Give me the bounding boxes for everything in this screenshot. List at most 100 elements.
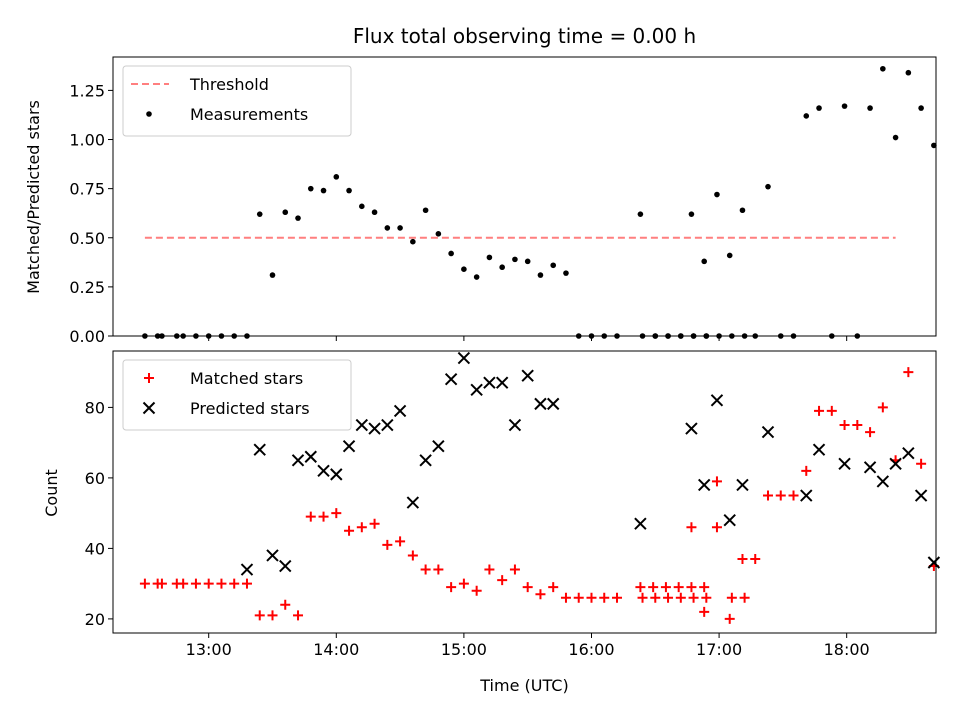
measurement-point: [371, 209, 378, 216]
legend-measurement-swatch: [146, 111, 152, 117]
matched-star-point: [344, 525, 355, 536]
matched-star-point: [522, 582, 533, 593]
matched-star-point: [650, 592, 661, 603]
matched-star-point: [648, 582, 659, 593]
measurement-point: [688, 211, 695, 217]
measurement-point: [282, 209, 289, 216]
measurement-point: [803, 113, 810, 119]
matched-star-point: [548, 582, 559, 593]
matched-star-point: [826, 405, 837, 416]
matched-star-point: [852, 420, 863, 431]
matched-star-point: [254, 610, 265, 621]
predicted-star-point: [761, 425, 775, 439]
predicted-star-point: [812, 443, 826, 456]
measurement-point: [410, 238, 416, 245]
matched-star-point: [660, 582, 671, 593]
measurement-point: [359, 203, 365, 210]
y-tick-label: 20: [85, 610, 105, 629]
predicted-star-point: [419, 454, 432, 467]
x-tick-label: 18:00: [824, 640, 870, 659]
x-tick-label: 17:00: [696, 640, 742, 659]
measurement-point: [333, 174, 340, 180]
x-tick-label: 14:00: [313, 640, 359, 659]
axes-frame: [112, 350, 937, 634]
predicted-star-point: [876, 475, 890, 488]
matched-star-point: [216, 578, 227, 589]
measurement-point: [816, 105, 822, 111]
predicted-star-point: [330, 468, 343, 481]
predicted-star-point: [685, 422, 698, 435]
matched-star-point: [586, 592, 597, 603]
matched-star-point: [458, 578, 469, 589]
measurement-point: [295, 215, 301, 221]
matched-star-point: [775, 490, 786, 501]
matched-star-point: [699, 582, 710, 593]
predicted-star-point: [470, 383, 483, 396]
measurement-point: [739, 207, 746, 214]
matched-star-point: [839, 420, 850, 431]
matched-star-point: [724, 613, 735, 624]
measurement-point: [880, 65, 886, 72]
matched-star-point: [407, 550, 418, 561]
measurement-point: [550, 262, 557, 269]
matched-star-point: [688, 592, 699, 603]
matched-star-point: [737, 553, 748, 564]
predicted-star-point: [927, 556, 941, 569]
predicted-star-point: [534, 397, 547, 411]
matched-star-point: [699, 606, 710, 617]
predicted-star-point: [483, 376, 496, 389]
top-chart-title: Flux total observing time = 0.00 h: [353, 24, 696, 48]
predicted-star-point: [889, 457, 902, 471]
matched-star-point: [156, 578, 167, 589]
matched-star-point: [433, 564, 444, 575]
matched-star-point: [711, 522, 722, 533]
matched-star-point: [395, 536, 406, 547]
matched-star-point: [726, 592, 737, 603]
predicted-star-point: [863, 461, 877, 474]
matched-star-point: [190, 578, 201, 589]
measurement-point: [320, 187, 327, 194]
predicted-star-point: [697, 478, 711, 492]
measurement-point: [512, 256, 518, 263]
matched-star-point: [471, 585, 482, 596]
measurement-point: [905, 69, 912, 76]
matched-star-point: [686, 522, 697, 533]
predicted-star-point: [547, 397, 560, 411]
matched-star-point: [293, 610, 304, 621]
measurement-point: [931, 142, 937, 149]
matched-star-point: [903, 367, 914, 378]
predicted-star-point: [457, 351, 471, 365]
matched-star-point: [675, 592, 686, 603]
predicted-star-point: [508, 418, 522, 432]
y-tick-label: 80: [85, 398, 105, 417]
legend-entry-label: Matched stars: [190, 369, 303, 388]
legend-entry-label: Threshold: [189, 75, 269, 94]
predicted-star-point: [444, 372, 458, 386]
measurement-point: [524, 258, 531, 265]
matched-star-point: [241, 578, 252, 589]
y-tick-label: 0.25: [69, 278, 105, 297]
predicted-star-point: [432, 439, 445, 453]
matched-star-point: [331, 508, 342, 519]
measurement-point: [384, 225, 391, 231]
y-tick-label: 0.00: [69, 327, 105, 346]
measurement-point: [486, 254, 493, 261]
legend-box: [122, 359, 352, 431]
measurement-point: [256, 211, 263, 217]
predicted-star-point: [368, 422, 381, 435]
predicted-star-point: [266, 549, 279, 562]
measurement-point: [918, 105, 924, 111]
x-tick-label: 13:00: [186, 640, 232, 659]
measurement-point: [867, 105, 873, 111]
matched-star-point: [229, 578, 240, 589]
predicted-star-point: [902, 447, 915, 460]
predicted-star-point: [406, 496, 420, 509]
bottom-y-axis-label: Count: [42, 469, 61, 517]
predicted-star-point: [710, 394, 724, 407]
matched-star-point: [865, 427, 876, 438]
matched-star-point: [916, 458, 927, 469]
y-tick-label: 0.50: [69, 229, 105, 248]
measurement-point: [701, 258, 707, 265]
predicted-star-point: [253, 443, 266, 456]
